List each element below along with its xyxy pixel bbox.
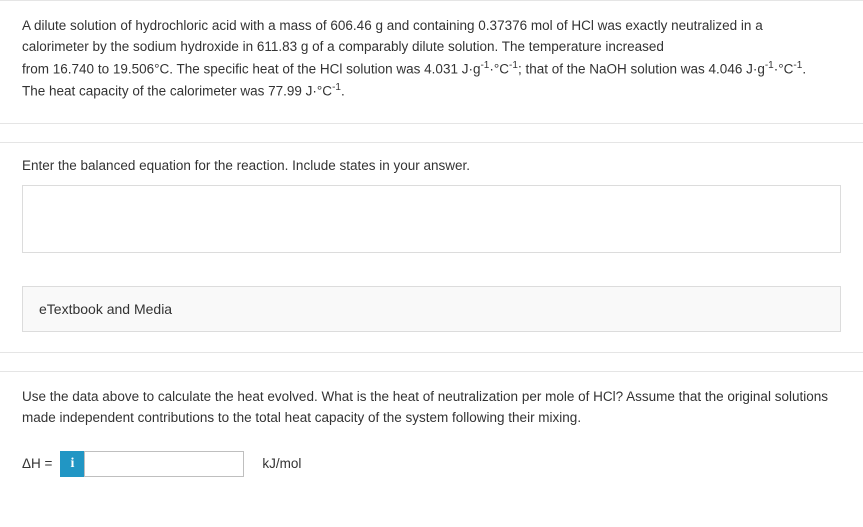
problem-statement: A dilute solution of hydrochloric acid w… <box>0 0 863 124</box>
text: calorimeter by the sodium hydroxide in <box>22 39 257 54</box>
problem-text: A dilute solution of hydrochloric acid w… <box>22 16 841 103</box>
text: to <box>94 61 113 76</box>
text: of a comparably dilute solution. The tem… <box>308 39 663 54</box>
delta-h-input[interactable] <box>84 451 244 477</box>
superscript: -1 <box>332 82 341 93</box>
value-mol-hcl: 0.37376 mol <box>478 18 552 33</box>
text: A dilute solution of hydrochloric acid w… <box>22 18 330 33</box>
text: of HCl was exactly neutralized in a <box>553 18 763 33</box>
text: . <box>802 61 806 76</box>
etextbook-media-button[interactable]: eTextbook and Media <box>22 286 841 332</box>
question-2: Use the data above to calculate the heat… <box>0 371 863 497</box>
text: and containing <box>383 18 478 33</box>
q2-prompt: Use the data above to calculate the heat… <box>22 387 841 429</box>
text: ·°C <box>489 61 509 76</box>
text: ; that of the NaOH solution was <box>518 61 709 76</box>
unit-label: kJ/mol <box>262 456 301 471</box>
value-mass-naoh: 611.83 g <box>257 39 309 54</box>
value-t1: 16.740 <box>53 61 94 76</box>
value-sh-naoh: 4.046 J·g <box>709 61 765 76</box>
superscript: -1 <box>793 60 802 71</box>
q1-prompt: Enter the balanced equation for the reac… <box>22 158 841 173</box>
equation-input[interactable] <box>22 185 841 253</box>
text: . <box>341 84 345 99</box>
text: The heat capacity of the calorimeter was <box>22 84 268 99</box>
delta-h-row: ΔH = i kJ/mol <box>22 451 841 477</box>
text: ·°C <box>774 61 794 76</box>
superscript: -1 <box>765 60 774 71</box>
value-t2: 19.506°C <box>113 61 169 76</box>
info-icon[interactable]: i <box>60 451 84 477</box>
question-1: Enter the balanced equation for the reac… <box>0 142 863 353</box>
text: from <box>22 61 53 76</box>
value-cal-cap: 77.99 J·°C <box>268 84 332 99</box>
delta-h-label: ΔH = <box>22 456 52 471</box>
superscript: -1 <box>509 60 518 71</box>
text: . The specific heat of the HCl solution … <box>169 61 424 76</box>
value-mass-hcl: 606.46 g <box>330 18 383 33</box>
value-sh-hcl: 4.031 J·g <box>424 61 480 76</box>
